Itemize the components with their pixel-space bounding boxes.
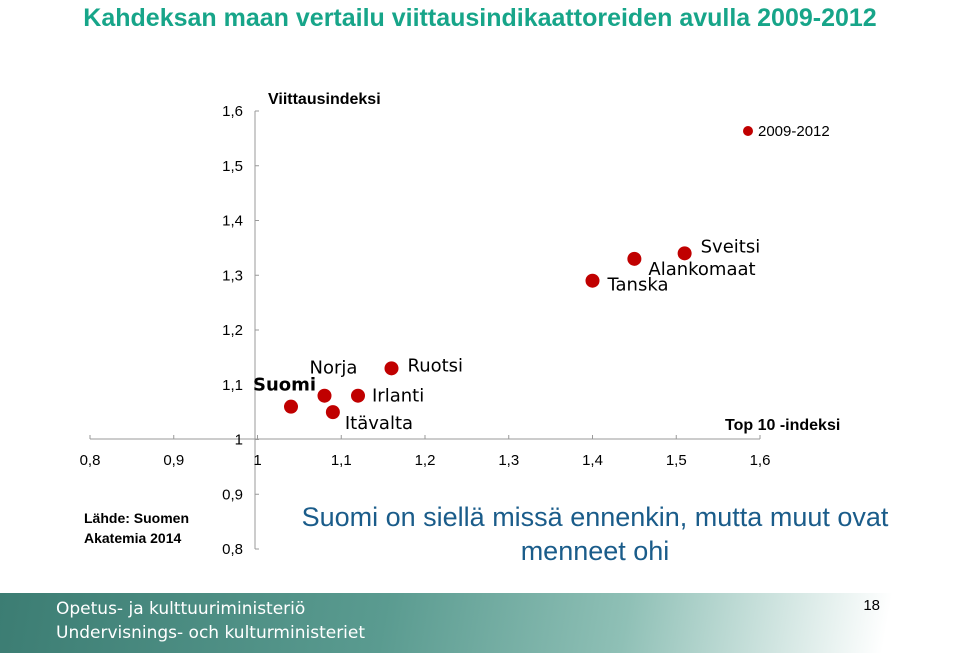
slide-subtitle: Suomi on siellä missä ennenkin, mutta mu… bbox=[301, 502, 889, 566]
y-tick-label: 1,6 bbox=[222, 103, 243, 120]
footer-ministry-sv: Undervisnings- och kulturministeriet bbox=[56, 623, 366, 643]
point-label: Norja bbox=[310, 358, 358, 379]
data-point bbox=[384, 361, 399, 376]
y-axis-title: Viittausindeksi bbox=[268, 91, 381, 108]
y-tick-label: 1,4 bbox=[222, 213, 243, 230]
x-tick-label: 0,9 bbox=[163, 452, 184, 469]
slide-title: Kahdeksan maan vertailu viittausindikaat… bbox=[83, 4, 877, 32]
y-tick-label: 0,9 bbox=[222, 486, 243, 503]
point-label: Sveitsi bbox=[701, 236, 761, 257]
data-point bbox=[677, 246, 692, 261]
y-tick-label: 1,1 bbox=[222, 377, 243, 394]
footer-bar: Opetus- ja kulttuuriministeriö Undervisn… bbox=[0, 593, 960, 653]
x-tick-label: 1,5 bbox=[666, 452, 687, 469]
point-label: Irlanti bbox=[372, 386, 424, 407]
source-note: Lähde: Suomen Akatemia 2014 bbox=[84, 510, 190, 546]
x-tick-label: 1,1 bbox=[331, 452, 352, 469]
x-tick-label: 1,2 bbox=[415, 452, 436, 469]
y-tick-label: 1,3 bbox=[222, 267, 243, 284]
data-point bbox=[317, 388, 332, 403]
page-number: 18 bbox=[863, 597, 880, 614]
legend-label: 2009-2012 bbox=[758, 123, 830, 140]
x-tick-label: 1,3 bbox=[498, 452, 519, 469]
y-tick-label: 1,2 bbox=[222, 322, 243, 339]
x-axis-title: Top 10 -indeksi bbox=[725, 417, 840, 434]
chart-legend: 2009-2012 bbox=[743, 123, 830, 140]
point-label: Tanska bbox=[607, 275, 669, 296]
x-tick-label: 1,4 bbox=[582, 452, 603, 469]
y-tick-label: 1,5 bbox=[222, 158, 243, 175]
point-label: Ruotsi bbox=[408, 355, 464, 376]
point-label: Itävalta bbox=[345, 413, 413, 434]
data-point bbox=[325, 405, 340, 420]
x-tick-label: 1 bbox=[253, 452, 261, 469]
y-tick-label: 1 bbox=[235, 432, 243, 449]
x-tick-label: 1,6 bbox=[750, 452, 771, 469]
footer-ministry-fi: Opetus- ja kulttuuriministeriö bbox=[56, 599, 306, 619]
y-tick-label: 0,8 bbox=[222, 541, 243, 558]
data-point bbox=[627, 251, 642, 266]
legend-marker bbox=[743, 126, 753, 136]
data-point bbox=[284, 399, 298, 414]
data-point bbox=[351, 388, 365, 403]
data-point bbox=[585, 273, 600, 288]
point-label: Alankomaat bbox=[648, 259, 755, 280]
scatter-chart: 0,8 0,9 1 1,1 1,2 1,3 1,4 1,5 1,6 0,8 0,9 1 1,1 1,2 1… bbox=[80, 91, 841, 558]
point-label: Suomi bbox=[253, 375, 316, 396]
x-tick-label: 0,8 bbox=[80, 452, 101, 469]
